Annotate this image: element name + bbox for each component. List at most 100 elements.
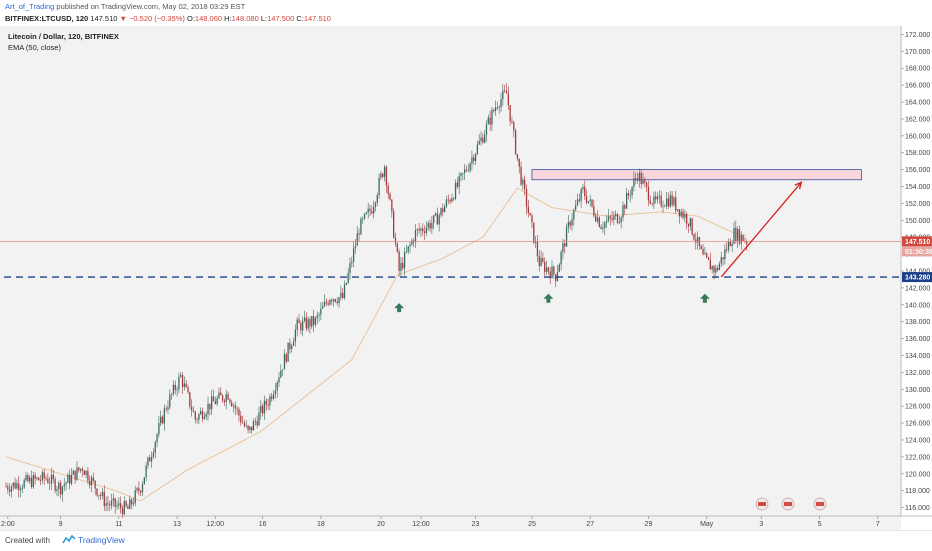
candle-body: [691, 218, 693, 235]
candle-body: [69, 474, 71, 484]
candle-body: [192, 410, 195, 412]
candle-body: [94, 480, 96, 489]
candle-body: [451, 198, 453, 202]
chart-area[interactable]: 116.000 118.000 120.000 122.000 124.000 126.0…: [0, 26, 932, 530]
candle-body: [434, 213, 437, 216]
price-chart[interactable]: 116.000 118.000 120.000 122.000 124.000 126.0…: [0, 26, 932, 530]
candle-body: [225, 394, 227, 403]
x-tick-label: 11: [115, 521, 122, 528]
candle-body: [338, 297, 340, 304]
candle-body: [130, 499, 133, 505]
candle-body: [638, 172, 641, 181]
candle-body: [613, 215, 615, 220]
candle-body: [220, 392, 222, 396]
candle-body: [713, 266, 715, 273]
candle-body: [449, 199, 451, 202]
candle-body: [716, 268, 719, 270]
candle-body: [564, 243, 566, 247]
candle-body: [234, 405, 236, 409]
candle-body: [92, 477, 95, 481]
candle-body: [480, 137, 482, 142]
candle-body: [689, 218, 691, 227]
candle-body: [660, 195, 662, 206]
candle-body: [460, 173, 462, 176]
candle-body: [120, 503, 122, 509]
tradingview-link[interactable]: TradingView: [62, 535, 125, 545]
y-tick-label: 164.000: [905, 100, 930, 107]
x-tick-label: 13: [173, 521, 181, 528]
projection-arrow-head: [794, 181, 803, 190]
y-tick-label: 132.000: [905, 370, 930, 377]
y-tick-label: 142.000: [905, 285, 930, 292]
candle-body: [445, 199, 448, 207]
candle-body: [693, 234, 695, 240]
candle-body: [285, 354, 287, 362]
candle-body: [520, 166, 522, 185]
candle-body: [114, 498, 116, 507]
candle-body: [682, 211, 684, 218]
candle-body: [63, 484, 65, 487]
candle-body: [249, 426, 251, 430]
candle-body: [207, 403, 209, 414]
legend-indicator[interactable]: EMA (50, close): [8, 43, 61, 52]
candle-body: [260, 405, 262, 413]
candle-body: [227, 394, 229, 400]
candle-body: [70, 474, 73, 484]
y-tick-label: 130.000: [905, 387, 930, 394]
symbol-quote-line: BITFINEX:LTCUSD, 120 147.510 ▼ −0.520 (−…: [5, 14, 331, 24]
y-tick-label: 138.000: [905, 319, 930, 326]
candle-body: [385, 166, 388, 186]
candle-body: [98, 494, 100, 496]
candle-body: [180, 375, 182, 377]
y-tick-label: 116.000: [905, 505, 930, 512]
candle-body: [403, 252, 406, 269]
candle-body: [422, 228, 424, 232]
y-tick-label: 140.000: [905, 302, 930, 309]
resistance-zone[interactable]: [531, 169, 862, 181]
candle-body: [409, 244, 411, 247]
candle-body: [376, 194, 378, 203]
candle-body: [438, 215, 440, 225]
flag-stripe: [816, 502, 824, 506]
candle-body: [43, 472, 45, 479]
candle-body: [132, 503, 135, 505]
candle-body: [624, 205, 626, 209]
candle-body: [272, 394, 275, 399]
candle-body: [724, 249, 726, 260]
candle-body: [405, 251, 408, 253]
candle-body: [696, 237, 699, 243]
candle-body: [607, 216, 610, 221]
arrow-up-icon[interactable]: [543, 293, 554, 303]
candle-body: [34, 475, 36, 479]
candle-body: [726, 249, 728, 251]
candle-body: [141, 484, 144, 493]
candle-body: [302, 320, 304, 331]
candle-body: [671, 195, 673, 205]
x-tick-label: 23: [472, 521, 480, 528]
y-tick-label: 124.000: [905, 437, 930, 444]
author-link[interactable]: Art_of_Trading: [5, 2, 55, 11]
candle-body: [378, 177, 380, 195]
candle-body: [525, 189, 528, 207]
candle-body: [387, 185, 389, 194]
candle-body: [327, 303, 329, 305]
candle-body: [463, 169, 466, 174]
candle-body: [402, 262, 404, 269]
candle-body: [611, 218, 613, 220]
candle-body: [571, 219, 573, 226]
candle-body: [96, 488, 98, 496]
candle-body: [576, 199, 579, 206]
candle-body: [618, 222, 620, 224]
candle-body: [322, 306, 324, 309]
x-tick-label: 2:00: [1, 521, 15, 528]
arrow-up-icon[interactable]: [699, 293, 710, 303]
projection-arrow-line[interactable]: [720, 181, 802, 278]
candle-body: [527, 206, 529, 213]
candle-body: [5, 486, 7, 488]
price-change: ▼ −0.520 (−0.35%): [119, 14, 185, 23]
current-price-tag-bg: [902, 236, 932, 247]
candle-body: [414, 229, 417, 243]
candle-body: [365, 212, 368, 214]
arrow-up-icon[interactable]: [394, 303, 405, 313]
candle-body: [89, 480, 91, 486]
